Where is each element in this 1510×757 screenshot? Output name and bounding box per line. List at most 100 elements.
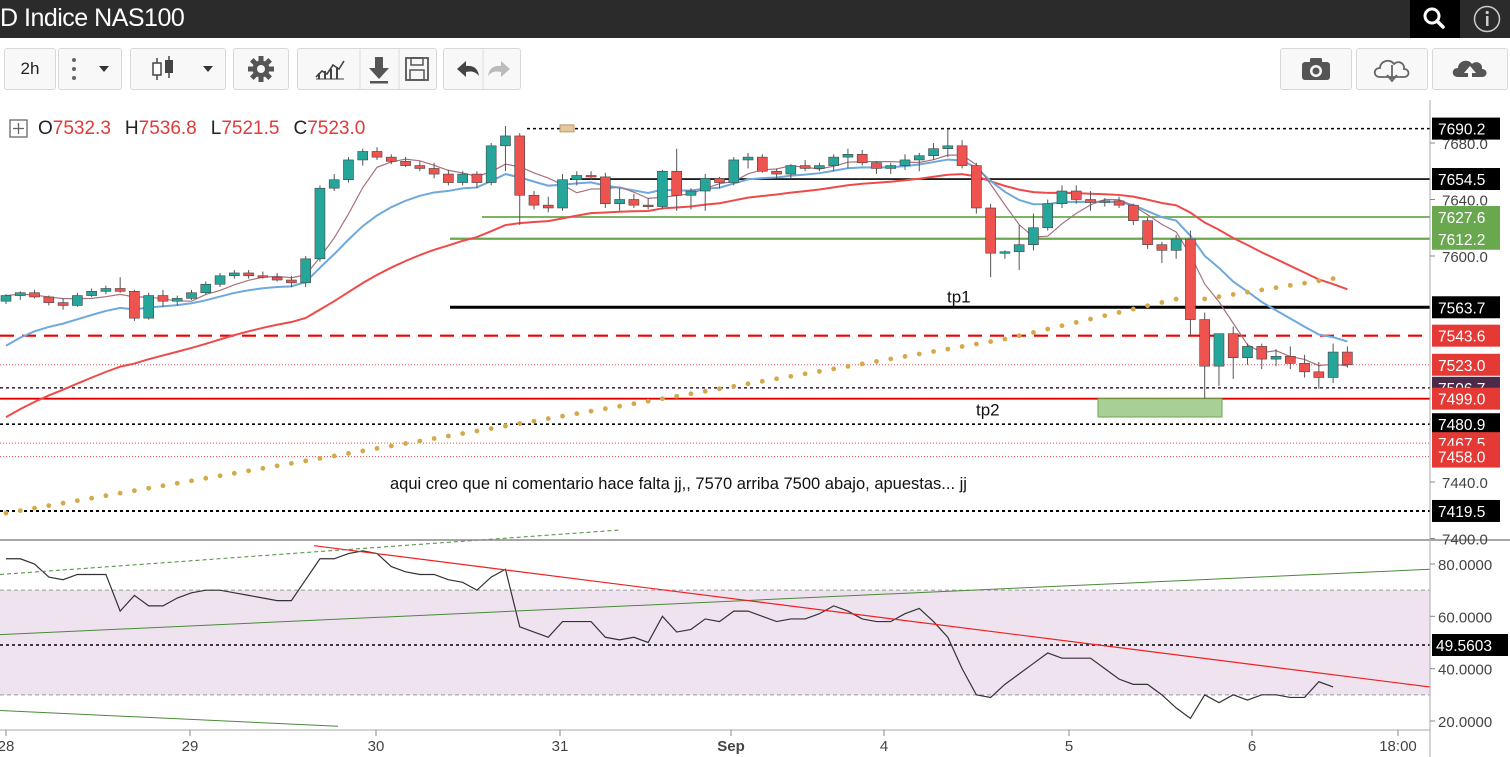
candle — [999, 250, 1011, 259]
settings-button[interactable] — [233, 48, 289, 90]
info-button[interactable] — [1472, 4, 1502, 34]
sar-dot — [274, 463, 280, 469]
sar-dot — [717, 386, 722, 392]
candle-body — [1056, 190, 1068, 205]
sar-dot — [1088, 316, 1093, 322]
rsi-trendline-green — [0, 568, 1431, 636]
rsi-trendline-red — [313, 545, 1431, 688]
candle — [57, 298, 69, 310]
candle-body — [642, 204, 654, 207]
sar-dot — [1159, 299, 1165, 305]
download-icon[interactable] — [369, 57, 389, 84]
sar-dot — [1287, 282, 1293, 288]
sar-dot — [3, 510, 9, 516]
candle-body — [1342, 351, 1353, 366]
rsi-value-label: 49.5603 — [1436, 638, 1492, 655]
candle — [200, 281, 212, 295]
undo-icon[interactable] — [457, 61, 479, 77]
sar-dot — [1031, 329, 1036, 335]
candle-body — [514, 135, 526, 196]
candle-body — [1013, 244, 1025, 253]
candle — [400, 157, 411, 168]
chart-type-button[interactable] — [130, 48, 226, 90]
axes: 7680.0 7640.0 7600.0 7440.0 7400.0 7690.2 7654… — [0, 100, 1510, 757]
save-icon[interactable] — [405, 57, 429, 81]
sar-dot — [745, 381, 751, 387]
sar-dot — [774, 376, 779, 382]
sar-dot — [74, 498, 80, 504]
candle-body — [414, 165, 426, 169]
search-button[interactable] — [1410, 0, 1460, 38]
candle — [1128, 203, 1139, 225]
sar-dot — [531, 418, 537, 424]
gear-icon — [248, 56, 274, 82]
sar-dot — [445, 433, 451, 439]
sar-dot — [503, 423, 508, 429]
candle — [1213, 333, 1225, 386]
candle — [585, 171, 597, 180]
candle-body — [714, 178, 725, 183]
candle — [485, 143, 497, 186]
candle — [1299, 354, 1310, 378]
interval-button[interactable]: 2h — [4, 48, 56, 90]
candle-body — [657, 170, 668, 207]
candle-body — [43, 296, 55, 303]
candle — [1170, 234, 1182, 259]
candle-body — [114, 288, 126, 292]
time-tick-label: 30 — [368, 738, 385, 755]
candle-body — [1113, 200, 1125, 206]
sar-dot — [731, 383, 737, 389]
candle-body — [1256, 346, 1268, 360]
sar-dot — [517, 421, 523, 426]
candle — [1199, 312, 1210, 399]
sar-dot — [931, 349, 936, 354]
price-label-bg — [1432, 324, 1500, 347]
candle — [471, 171, 483, 189]
candle — [229, 270, 240, 279]
candle — [1013, 224, 1025, 271]
time-tick-label: 31 — [552, 738, 569, 755]
price-label-bg — [1432, 206, 1500, 229]
candle — [971, 162, 982, 214]
candle-body — [443, 173, 454, 183]
expand-icon[interactable] — [8, 118, 30, 140]
candle-body — [457, 173, 468, 183]
snapshot-button[interactable] — [1280, 48, 1352, 90]
candle — [657, 169, 668, 210]
sar-dot — [1245, 289, 1250, 295]
candle — [685, 188, 697, 210]
candle — [942, 128, 954, 158]
sar-dot — [231, 470, 237, 476]
indicators-icon[interactable] — [315, 60, 345, 80]
candle — [114, 277, 126, 293]
candle — [985, 203, 996, 278]
time-tick-label: 28 — [0, 738, 14, 755]
price-tick-label: 7400.0 — [1442, 532, 1488, 549]
save-layout-button[interactable] — [1432, 48, 1508, 90]
search-icon — [1423, 7, 1445, 29]
candle — [314, 185, 326, 262]
interval-dropdown[interactable] — [58, 48, 122, 90]
sar-dot — [132, 488, 137, 494]
price-chart[interactable]: tp1 tp2 aqui creo que ni comentario hace f… — [0, 100, 1510, 757]
candle — [271, 272, 283, 282]
candle — [1227, 326, 1239, 379]
toolbar: 2h — [0, 38, 1510, 100]
sar-dot — [560, 413, 565, 419]
price-label: 7458.0 — [1438, 450, 1486, 467]
sar-dot — [702, 388, 708, 394]
load-layout-button[interactable] — [1356, 48, 1428, 90]
sar-dot — [1045, 326, 1051, 332]
plot-area — [0, 124, 1431, 727]
candle-body — [371, 151, 383, 158]
candle-body — [229, 272, 240, 277]
sar-dot — [916, 351, 922, 357]
candle — [1185, 230, 1196, 336]
sar-dot — [417, 438, 423, 444]
candle-body — [814, 165, 825, 169]
redo-icon[interactable] — [488, 61, 510, 77]
candle-body — [243, 272, 254, 277]
candle-body — [771, 170, 782, 175]
sar-dot — [602, 406, 608, 412]
candle — [913, 152, 925, 172]
